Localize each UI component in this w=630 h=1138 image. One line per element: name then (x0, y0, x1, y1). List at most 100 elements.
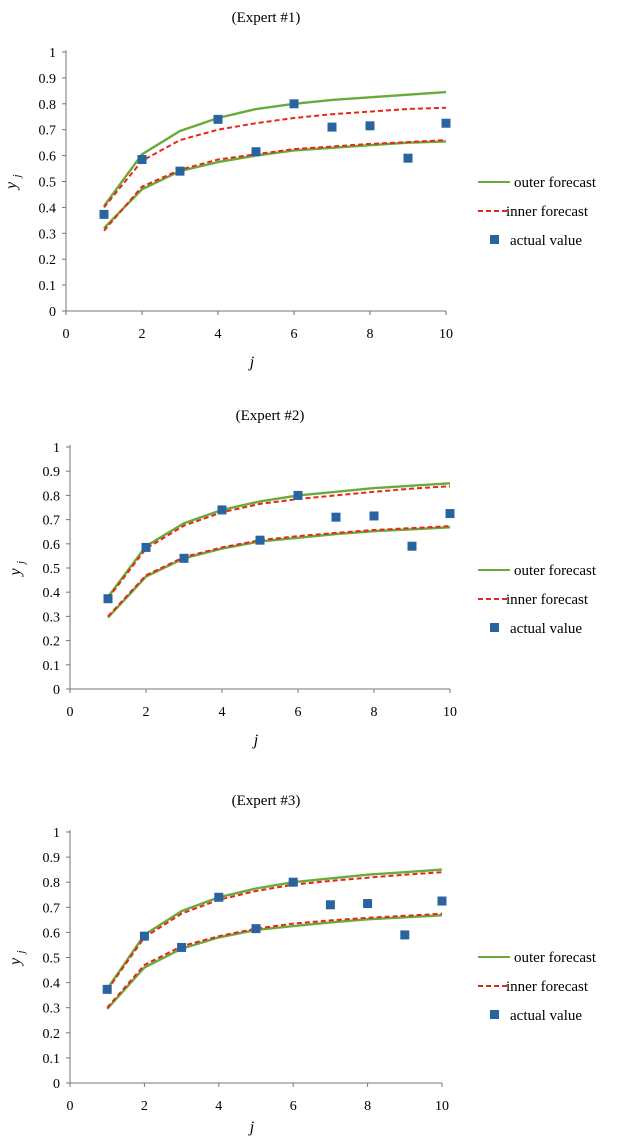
x-tick-label: 4 (215, 327, 222, 342)
x-tick-label: 10 (439, 327, 453, 342)
y-tick-label: 0.9 (43, 851, 61, 866)
actual-value-point (137, 154, 147, 164)
y-tick-label: 0.8 (43, 876, 61, 891)
actual-value-point (293, 490, 303, 500)
y-tick-label: 0.5 (43, 562, 61, 577)
outer-forecast-lower-line (103, 140, 447, 229)
legend-swatch-actual-value (490, 235, 499, 244)
actual-value-point (179, 553, 189, 563)
chart-panel-expert-2: (Expert #2) 0 0.1 0.2 0.3 0.4 0.5 0.6 0.7 0.8 0.9 1… (7, 408, 597, 749)
y-tick-label: 0.6 (43, 538, 61, 553)
y-axis-label-subscript: j (11, 174, 23, 179)
y-tick-label: 0.6 (39, 150, 57, 165)
y-axis-label-subscript: j (15, 561, 27, 566)
outer-forecast-upper-line (107, 482, 451, 598)
y-tick-label: 1 (49, 46, 56, 61)
y-tick-label: 0.5 (39, 176, 57, 191)
y-axis-label: y (7, 568, 24, 578)
y-tick-label: 0.8 (39, 98, 57, 113)
y-tick-label: 0.3 (39, 227, 57, 242)
actual-value-point (102, 984, 112, 994)
chart-title: (Expert #1) (232, 10, 301, 26)
y-tick-label: 0.4 (39, 201, 57, 216)
y-tick-label: 1 (53, 441, 60, 456)
legend-label: actual value (510, 1008, 582, 1024)
actual-value-point (445, 509, 455, 519)
outer-forecast-lower-line (107, 526, 451, 619)
actual-value-point (369, 511, 379, 521)
x-tick-label: 8 (371, 705, 378, 720)
inner-forecast-lower-line (106, 912, 443, 1009)
outer-forecast-upper-line (103, 90, 447, 207)
x-tick-label: 2 (143, 705, 150, 720)
actual-value-point (214, 892, 224, 902)
y-tick-label: 0.5 (43, 952, 61, 967)
actual-value-point (139, 931, 149, 941)
y-tick-label: 0 (53, 1077, 60, 1092)
x-tick-label: 0 (63, 327, 70, 342)
y-tick-label: 0.7 (43, 901, 61, 916)
x-tick-label: 8 (367, 327, 374, 342)
actual-value-point (289, 99, 299, 109)
x-tick-label: 2 (141, 1099, 148, 1114)
actual-value-point (288, 877, 298, 887)
y-tick-label: 0.8 (43, 489, 61, 504)
inner-forecast-upper-line (103, 106, 447, 209)
actual-value-point (103, 594, 113, 604)
x-tick-label: 4 (215, 1099, 222, 1114)
y-axis-label-group: yj (3, 174, 23, 191)
actual-value-point (400, 930, 410, 940)
inner-forecast-upper-line (106, 871, 443, 991)
inner-forecast-lower-line (103, 139, 447, 232)
y-tick-label: 0 (49, 305, 56, 320)
y-axis-label-group: yj (7, 561, 27, 578)
y-tick-label: 0.1 (43, 659, 61, 674)
y-tick-label: 0.2 (39, 253, 57, 268)
y-axis-label: y (3, 181, 20, 191)
legend-label: inner forecast (506, 592, 589, 608)
y-tick-label: 0.4 (43, 977, 61, 992)
x-tick-label: 10 (435, 1099, 449, 1114)
actual-value-point (99, 209, 109, 219)
actual-value-point (255, 535, 265, 545)
x-tick-label: 0 (67, 1099, 74, 1114)
actual-value-point (363, 899, 373, 909)
legend-label: outer forecast (514, 175, 597, 191)
actual-value-point (251, 924, 261, 934)
actual-value-point (325, 900, 335, 910)
actual-value-point (403, 153, 413, 163)
x-tick-label: 8 (364, 1099, 371, 1114)
legend-label: outer forecast (514, 563, 597, 579)
actual-value-point (213, 114, 223, 124)
x-tick-label: 6 (290, 1099, 297, 1114)
y-tick-label: 0 (53, 683, 60, 698)
inner-forecast-upper-line (107, 485, 451, 599)
chart-title: (Expert #2) (236, 408, 305, 424)
y-axis-label: y (7, 957, 24, 967)
y-axis-label-subscript: j (15, 950, 27, 955)
y-tick-label: 1 (53, 826, 60, 841)
outer-forecast-lower-line (106, 914, 443, 1010)
actual-value-point (441, 118, 451, 128)
legend-swatch-actual-value (490, 623, 499, 632)
x-axis-label: j (248, 1119, 255, 1136)
chart-title: (Expert #3) (232, 793, 301, 809)
actual-value-point (217, 505, 227, 515)
y-tick-label: 0.9 (43, 465, 61, 480)
actual-value-point (175, 166, 185, 176)
actual-value-point (141, 542, 151, 552)
y-tick-label: 0.6 (43, 926, 61, 941)
y-tick-label: 0.9 (39, 72, 57, 87)
x-tick-label: 2 (139, 327, 146, 342)
x-tick-label: 10 (443, 705, 457, 720)
legend-label: actual value (510, 233, 582, 249)
y-tick-label: 0.1 (39, 279, 57, 294)
y-tick-label: 0.3 (43, 610, 61, 625)
x-tick-label: 4 (219, 705, 226, 720)
actual-value-point (365, 121, 375, 131)
actual-value-point (177, 942, 187, 952)
chart-panel-expert-1: (Expert #1) 0 0.1 0.2 0.3 0.4 0.5 0.6 0.7 0.8 0.9 1… (3, 10, 597, 371)
x-tick-label: 6 (295, 705, 302, 720)
y-tick-label: 0.2 (43, 635, 61, 650)
